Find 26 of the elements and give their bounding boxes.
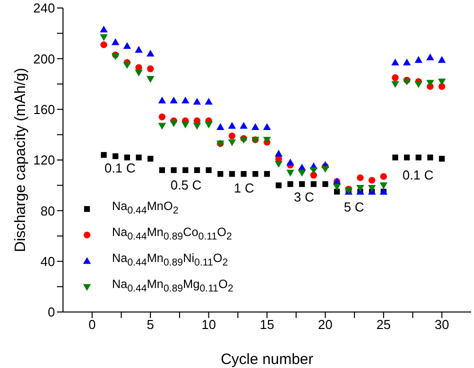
legend-label: Na$_{0.44}$MnO$_{2}$ bbox=[112, 198, 178, 219]
annotation: 3 C bbox=[294, 190, 314, 204]
legend-label: Na$_{0.44}$Mn$_{0.89}$Ni$_{0.11}$O$_{2}$ bbox=[112, 250, 228, 271]
y-tick-label: 40 bbox=[40, 254, 55, 269]
y-tick-label: 0 bbox=[48, 304, 55, 320]
x-tick-label: 15 bbox=[260, 317, 274, 332]
x-tick-label: 30 bbox=[434, 317, 450, 332]
x-tick-label: 0 bbox=[88, 317, 96, 332]
y-tick-label: 120 bbox=[33, 152, 55, 168]
y-tick-label: 160 bbox=[33, 102, 55, 117]
annotation: 0.1 C bbox=[402, 168, 434, 182]
y-tick-label: 200 bbox=[33, 51, 55, 66]
x-tick-label: 25 bbox=[376, 317, 391, 332]
annotation: 0.1 C bbox=[104, 160, 136, 176]
y-tick-label: 240 bbox=[33, 0, 55, 16]
x-tick-label: 10 bbox=[201, 317, 216, 332]
annotation: 5 C bbox=[344, 200, 364, 214]
x-tick-label: 20 bbox=[318, 317, 333, 332]
annotation: 0.5 C bbox=[170, 178, 202, 192]
y-tick-label: 80 bbox=[40, 203, 55, 218]
annotation: 1 C bbox=[234, 180, 254, 196]
x-axis-title: Cycle number bbox=[220, 351, 314, 368]
x-tick-label: 5 bbox=[146, 317, 154, 332]
legend-label: Na$_{0.44}$Mn$_{0.89}$Mg$_{0.11}$O$_{2}$ bbox=[112, 276, 234, 297]
y-axis-title: Discharge capacity (mAh/g) bbox=[12, 68, 29, 252]
legend-label: Na$_{0.44}$Mn$_{0.89}$Co$_{0.11}$O$_{2}$ bbox=[112, 224, 232, 245]
